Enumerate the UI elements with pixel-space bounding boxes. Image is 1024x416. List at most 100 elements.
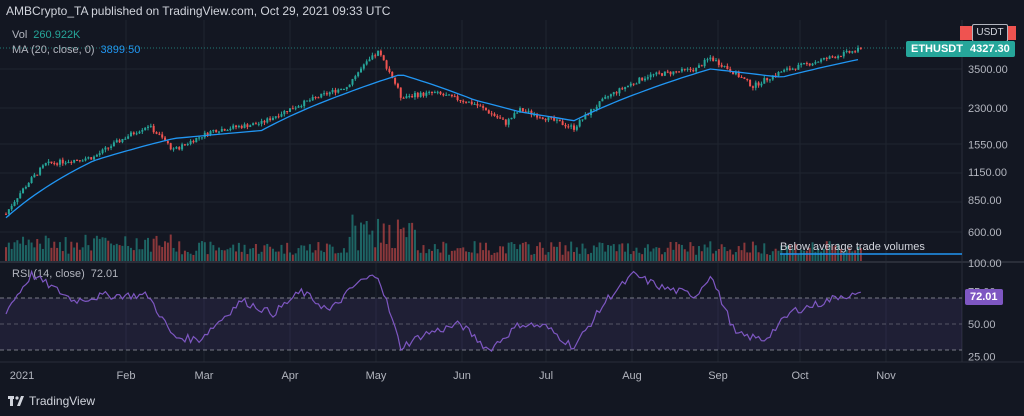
tradingview-logo-icon <box>8 396 24 406</box>
candle-body <box>232 125 235 129</box>
volume-bar <box>53 241 56 261</box>
candle-body <box>323 93 326 95</box>
candle-body <box>652 74 655 76</box>
candle-body <box>81 160 84 162</box>
volume-bar <box>621 243 624 261</box>
volume-bar <box>172 247 175 261</box>
volume-bar <box>394 248 397 261</box>
candle-body <box>243 124 246 128</box>
candle-body <box>394 77 397 84</box>
volume-bar <box>198 242 201 261</box>
candle-body <box>459 100 462 102</box>
candle-body <box>680 68 683 72</box>
candle-body <box>181 144 184 150</box>
volume-bar <box>502 246 504 261</box>
candle-body <box>538 117 541 119</box>
candle-body <box>269 118 272 121</box>
candle-body <box>226 130 229 132</box>
candle-body <box>638 77 641 84</box>
candle-body <box>536 114 539 118</box>
candle-body <box>760 83 763 86</box>
candle-body <box>73 159 76 163</box>
volume-bar <box>558 241 561 261</box>
volume-bar <box>41 248 44 261</box>
volume-bar <box>442 241 445 261</box>
volume-bar <box>504 253 507 261</box>
candle-body <box>621 88 624 90</box>
rsi-tick-label: 100.00 <box>968 258 1002 270</box>
volume-bar <box>138 249 141 261</box>
volume-bar <box>672 249 675 261</box>
volume-bar <box>845 249 848 261</box>
volume-bar <box>675 242 678 261</box>
candle-body <box>101 149 104 154</box>
volume-bar <box>448 254 451 261</box>
candle-body <box>218 131 220 133</box>
candle-body <box>340 89 343 91</box>
candle-body <box>820 59 823 62</box>
candle-body <box>686 68 689 70</box>
candle-body <box>740 77 743 79</box>
volume-bar <box>641 254 644 261</box>
candle-body <box>561 121 564 125</box>
volume-bar <box>215 250 218 261</box>
volume-bar <box>252 248 255 261</box>
candle-body <box>41 165 44 168</box>
candle-body <box>672 71 675 75</box>
candle-body <box>64 162 67 164</box>
volume-bar <box>192 254 195 261</box>
price-axis: 600.00 850.00 1150.00 1550.00 2300.00 3500.00 <box>968 64 1008 239</box>
candle-body <box>252 123 255 126</box>
volume-bar <box>732 254 735 261</box>
candle-body <box>570 125 573 127</box>
volume-bar <box>669 241 672 261</box>
candle-body <box>297 106 300 108</box>
candle-body <box>658 72 661 74</box>
volume-bar <box>232 244 235 261</box>
candle-body <box>533 114 536 116</box>
candle-body <box>448 94 451 96</box>
candle-body <box>743 77 746 79</box>
volume-bar <box>652 248 655 261</box>
volume-bar <box>570 241 573 261</box>
candle-body <box>564 124 567 127</box>
candle-body <box>385 60 388 69</box>
volume-bar <box>266 243 269 261</box>
candle-body <box>235 125 238 128</box>
candle-body <box>294 107 297 109</box>
volume-bar <box>601 243 604 261</box>
volume-bar <box>178 241 181 261</box>
candle-body <box>189 140 192 144</box>
currency-button[interactable]: USDT <box>972 24 1008 42</box>
volume-bar <box>22 236 25 261</box>
candle-body <box>47 161 50 164</box>
candle-body <box>212 130 215 132</box>
volume-bar <box>822 248 825 261</box>
volume-bar <box>803 250 806 261</box>
candle-body <box>39 167 42 175</box>
volume-bar <box>644 247 646 261</box>
candle-body <box>186 143 189 145</box>
volume-bar <box>453 250 456 261</box>
volume-bar <box>729 249 732 261</box>
candle-body <box>195 137 198 143</box>
candle-body <box>342 89 345 91</box>
candle-body <box>848 50 851 53</box>
candle-body <box>783 69 786 72</box>
volume-bar <box>229 247 232 261</box>
candle-body <box>98 153 101 155</box>
candle-body <box>300 106 303 108</box>
volume-bar <box>379 242 382 261</box>
volume-bar <box>553 246 556 261</box>
volume-bar <box>598 242 601 261</box>
candle-body <box>147 126 149 128</box>
candle-body <box>391 72 394 78</box>
volume-bar <box>692 246 695 261</box>
volume-bar <box>110 243 113 261</box>
candle-body <box>814 62 817 64</box>
volume-bar <box>814 251 817 261</box>
candle-body <box>507 119 510 125</box>
candle-body <box>362 64 365 69</box>
candle-body <box>839 56 842 58</box>
